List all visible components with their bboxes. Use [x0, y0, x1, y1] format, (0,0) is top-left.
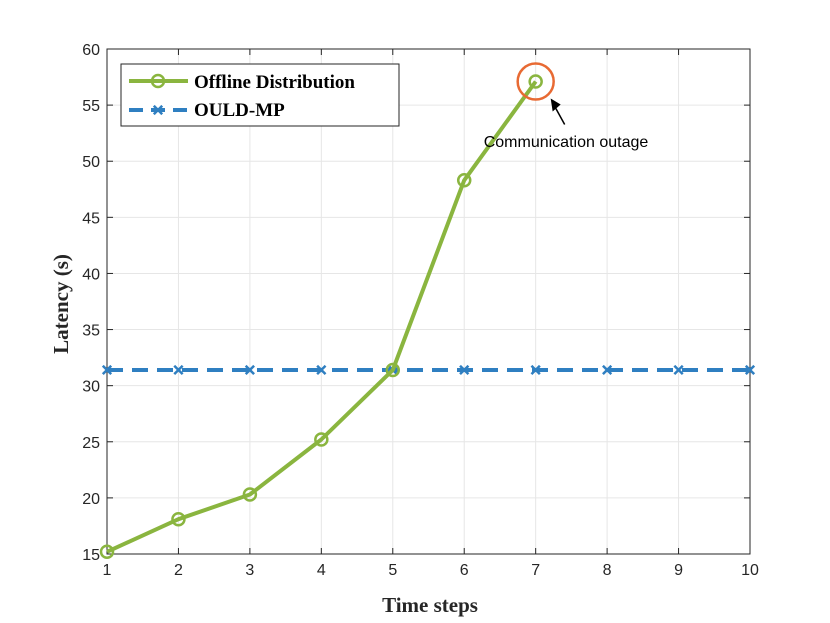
x-axis-ticks: 1 2 3 4 5 6 7 8 9 10 [103, 49, 759, 579]
data-point-ould-mp [244, 364, 255, 376]
x-tick-label: 9 [674, 562, 683, 579]
y-tick-label: 15 [82, 547, 100, 564]
legend-swatch-marker-stroke [152, 104, 164, 116]
annotation-arrow-head [550, 98, 561, 112]
x-tick-label: 2 [174, 562, 183, 579]
data-point-ould-mp-stroke [602, 364, 613, 376]
y-tick-label: 25 [82, 435, 100, 452]
legend-swatch-marker [152, 104, 164, 116]
y-tick-label: 20 [82, 491, 100, 508]
legend: Offline Distribution OULD-MP [120, 63, 400, 127]
data-point-ould-mp [173, 364, 184, 376]
y-tick-label: 30 [82, 379, 100, 396]
legend-box [120, 63, 400, 127]
data-point-ould-mp [316, 364, 327, 376]
data-point-ould-mp-stroke [459, 364, 470, 376]
x-tick-label: 5 [388, 562, 397, 579]
y-tick-label: 55 [82, 98, 100, 115]
data-point-ould-mp-stroke [173, 364, 184, 376]
x-tick-label: 4 [317, 562, 326, 579]
y-tick-label: 40 [82, 266, 100, 283]
data-point-offline-distribution [171, 511, 186, 527]
data-point-ould-mp [101, 364, 113, 376]
data-point-offline-distribution [99, 544, 115, 560]
data-point-offline-distribution [242, 487, 258, 502]
data-point-offline-distribution [528, 74, 543, 89]
legend-label-offline-distribution: Offline Distribution [194, 72, 355, 93]
x-tick-label: 7 [531, 562, 540, 579]
annotation-communication-outage: Communication outage [484, 134, 649, 151]
y-tick-label: 45 [82, 210, 100, 227]
x-tick-label: 10 [741, 562, 759, 579]
series-layer [99, 74, 756, 560]
x-axis-title: Time steps [382, 593, 478, 617]
legend-entry-ould-mp [129, 104, 188, 116]
legend-swatch-marker [150, 73, 166, 89]
legend-entry-offline-distribution [129, 73, 188, 89]
data-point-ould-mp-stroke [744, 364, 756, 376]
x-tick-label: 8 [603, 562, 612, 579]
data-point-offline-distribution [456, 173, 472, 188]
data-point-offline-distribution [314, 432, 329, 447]
data-point-ould-mp-stroke [101, 364, 113, 376]
annotation-layer [516, 62, 566, 125]
data-point-ould-mp [602, 364, 613, 376]
x-tick-label: 6 [460, 562, 469, 579]
data-point-ould-mp-stroke [673, 364, 684, 376]
data-point-ould-mp [459, 364, 470, 376]
data-point-offline-distribution [385, 362, 401, 378]
data-point-ould-mp [530, 364, 541, 376]
y-tick-label: 60 [82, 42, 100, 59]
series-line-offline-distribution [106, 80, 538, 554]
x-tick-label: 1 [103, 562, 112, 579]
y-axis-ticks: 15 20 25 30 35 40 45 50 55 60 [82, 42, 750, 564]
annotation-highlight-circle [516, 62, 555, 101]
y-axis-title: Latency (s) [49, 254, 73, 354]
plot-area-frame [106, 48, 751, 555]
y-tick-label: 35 [82, 323, 100, 340]
x-tick-label: 3 [245, 562, 254, 579]
y-tick-label: 50 [82, 154, 100, 171]
data-point-ould-mp [744, 364, 756, 376]
data-point-ould-mp-stroke [244, 364, 255, 376]
data-point-ould-mp-stroke [316, 364, 327, 376]
legend-label-ould-mp: OULD-MP [194, 100, 285, 121]
data-point-ould-mp [673, 364, 684, 376]
data-point-ould-mp-stroke [530, 364, 541, 376]
